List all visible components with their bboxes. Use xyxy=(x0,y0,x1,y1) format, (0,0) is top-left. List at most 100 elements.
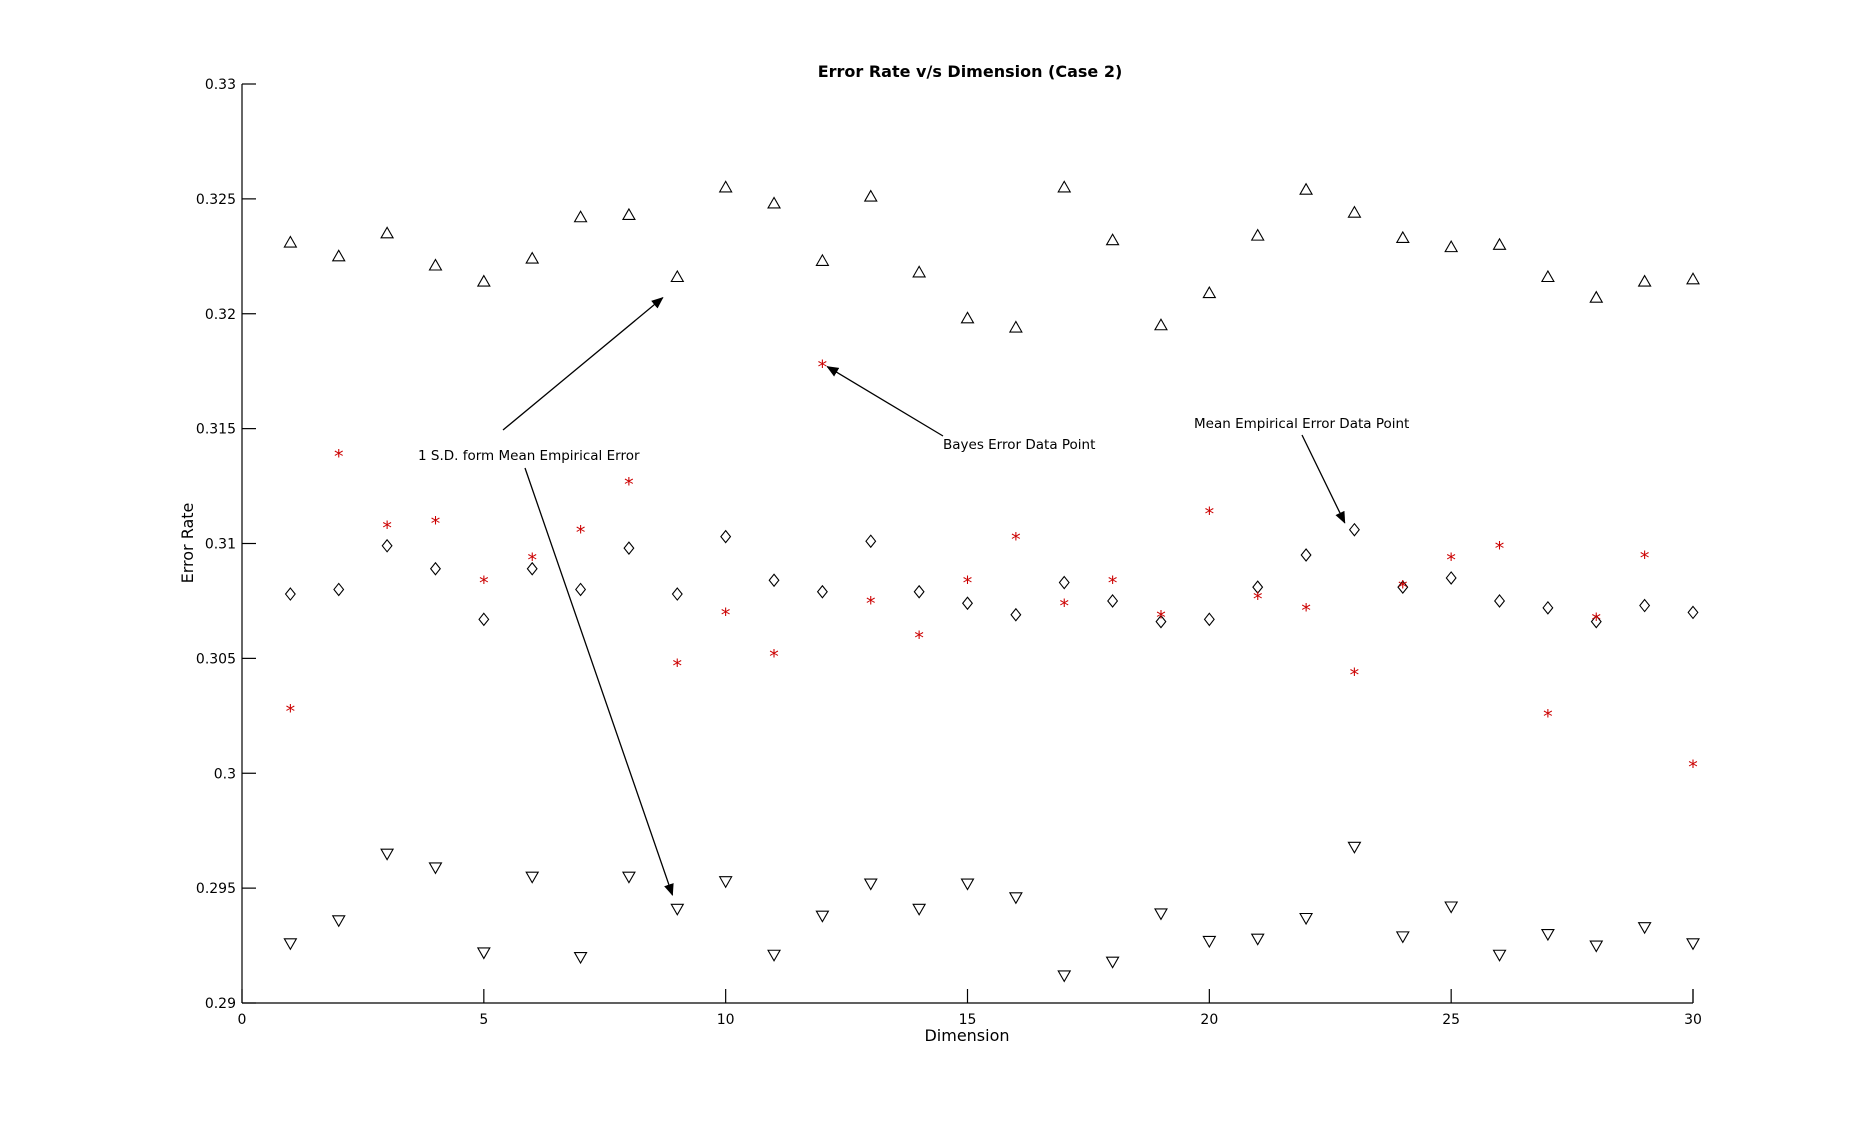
y-axis-ticks: 0.29 0.295 0.3 0.305 0.31 0.315 0.32 0.325 0.33 xyxy=(196,77,256,1012)
lower-sd-point xyxy=(1347,841,1362,854)
mean-empirical-point xyxy=(1058,575,1070,590)
bayes-error-point: * xyxy=(479,573,489,595)
upper-sd-point xyxy=(718,180,733,193)
x-tick-label: 25 xyxy=(1442,1012,1460,1028)
mean-empirical-point xyxy=(381,538,393,553)
bayes-error-point: * xyxy=(1301,600,1311,622)
x-tick-label: 0 xyxy=(238,1012,247,1028)
upper-sd-point xyxy=(1347,205,1362,218)
bayes-error-point: * xyxy=(769,646,779,668)
lower-sd-point xyxy=(525,871,540,884)
y-axis-label: Error Rate xyxy=(178,503,197,584)
upper-sd-point xyxy=(1008,320,1023,333)
lower-sd-point xyxy=(1492,949,1507,962)
bayes-error-point: * xyxy=(866,593,876,615)
bayes-error-point: * xyxy=(334,446,344,468)
y-tick-label: 0.31 xyxy=(205,537,236,553)
x-tick-label: 15 xyxy=(959,1012,977,1028)
bayes-error-point: * xyxy=(1398,577,1408,599)
lower-sd-point xyxy=(718,876,733,889)
upper-sd-point xyxy=(767,196,781,209)
bayes-error-point: * xyxy=(527,550,537,572)
lower-sd-point xyxy=(1444,901,1459,914)
x-tick-label: 5 xyxy=(479,1012,488,1028)
bayes-error-point: * xyxy=(1543,706,1553,728)
upper-sd-point xyxy=(380,226,395,239)
mean-empirical-point xyxy=(575,582,587,597)
bayes-error-point: * xyxy=(1446,550,1456,572)
mean-empirical-point xyxy=(720,529,732,544)
upper-sd-point xyxy=(1589,290,1604,303)
mean-empirical-point xyxy=(913,584,925,599)
lower-sd-point xyxy=(380,848,395,861)
mean-empirical-point xyxy=(961,596,974,611)
bayes-error-point: * xyxy=(1059,596,1069,618)
y-tick-label: 0.305 xyxy=(196,651,236,667)
mean-empirical-point xyxy=(1687,605,1699,620)
upper-sd-point xyxy=(1686,272,1700,285)
lower-sd-point xyxy=(1589,940,1604,953)
annotation-bayes-text: Bayes Error Data Point xyxy=(943,437,1095,453)
bayes-error-point: * xyxy=(1156,607,1166,629)
mean-empirical-point xyxy=(478,612,490,627)
mean-empirical-point xyxy=(429,561,441,576)
bayes-error-point: * xyxy=(382,517,392,539)
upper-sd-point xyxy=(863,189,878,202)
mean-empirical-point xyxy=(865,534,877,549)
mean-empirical-point xyxy=(1252,580,1264,595)
lower-sd-point xyxy=(1105,956,1120,969)
upper-sd-point xyxy=(960,311,975,324)
upper-sd-point xyxy=(573,210,588,223)
annotation-arrow xyxy=(826,366,944,437)
bayes-error-point: * xyxy=(1108,573,1118,595)
bayes-error-point: * xyxy=(914,628,924,650)
x-axis-ticks: 0 5 10 15 20 25 30 xyxy=(238,989,1702,1028)
annotations: 1 S.D. form Mean Empirical Error Bayes E… xyxy=(418,297,1409,896)
bayes-error-point: * xyxy=(1495,538,1505,560)
annotation-arrow xyxy=(524,467,674,896)
mean-empirical-point xyxy=(1203,612,1215,627)
lower-sd-point xyxy=(912,903,927,916)
bayes-error-point: * xyxy=(624,474,634,496)
lower-sd-point xyxy=(670,903,685,916)
bayes-error-point: * xyxy=(1205,504,1215,526)
annotation-arrow xyxy=(1301,434,1346,524)
y-tick-label: 0.3 xyxy=(214,766,236,782)
lower-sd-point xyxy=(815,910,830,923)
bayes-error-point: * xyxy=(818,357,828,379)
lower-sd-point xyxy=(573,951,588,965)
lower-sd-point xyxy=(621,871,636,884)
mean-empirical-point xyxy=(768,573,780,588)
upper-sd-point xyxy=(1105,233,1120,246)
lower-sd-point xyxy=(960,878,975,891)
annotation-arrow xyxy=(502,297,664,431)
upper-sd-point xyxy=(1637,274,1652,287)
upper-sd-point xyxy=(621,207,636,221)
upper-sd-point xyxy=(1250,228,1265,241)
lower-sd-point xyxy=(283,938,298,951)
upper-sd-point xyxy=(1154,318,1168,331)
lower-sd-point xyxy=(1395,931,1410,944)
lower-sd-point xyxy=(1008,892,1023,905)
data-points: * * * * * * * * * * * * * * * * * * * * * * * * * * * * * * xyxy=(283,180,1700,983)
upper-sd-point xyxy=(1444,240,1459,253)
lower-sd-point xyxy=(863,878,878,891)
bayes-error-point: * xyxy=(431,513,441,535)
chart-title: Error Rate v/s Dimension (Case 2) xyxy=(818,62,1123,81)
mean-empirical-point xyxy=(1155,614,1167,629)
annotation-mean-text: Mean Empirical Error Data Point xyxy=(1194,416,1409,432)
y-tick-label: 0.29 xyxy=(205,996,236,1012)
bayes-error-point: * xyxy=(673,655,683,677)
y-tick-label: 0.325 xyxy=(196,192,236,208)
y-tick-label: 0.33 xyxy=(205,77,236,93)
bayes-error-point: * xyxy=(963,573,973,595)
mean-empirical-point xyxy=(671,587,683,601)
mean-empirical-point xyxy=(333,582,345,597)
mean-empirical-point xyxy=(1494,594,1506,608)
bayes-error-point: * xyxy=(1640,547,1650,569)
upper-sd-point xyxy=(1299,182,1314,195)
mean-empirical-point xyxy=(1107,594,1119,608)
upper-sd-point xyxy=(1395,230,1410,243)
mean-empirical-point xyxy=(1397,580,1409,595)
